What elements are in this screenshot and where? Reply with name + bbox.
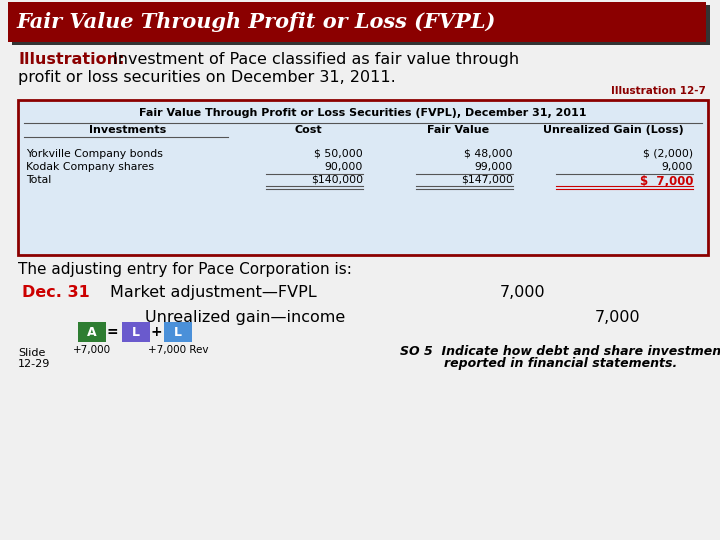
Text: Fair Value Through Profit or Loss (FVPL): Fair Value Through Profit or Loss (FVPL)	[16, 12, 495, 32]
Text: Cost: Cost	[294, 125, 322, 135]
Text: 99,000: 99,000	[474, 162, 513, 172]
Text: +: +	[150, 325, 162, 339]
Text: profit or loss securities on December 31, 2011.: profit or loss securities on December 31…	[18, 70, 396, 85]
Text: Investments: Investments	[89, 125, 166, 135]
Text: Yorkville Company bonds: Yorkville Company bonds	[26, 149, 163, 159]
Text: Dec. 31: Dec. 31	[22, 285, 90, 300]
Text: Fair Value: Fair Value	[427, 125, 489, 135]
Text: =: =	[106, 325, 118, 339]
Text: SO 5  Indicate how debt and share investments are: SO 5 Indicate how debt and share investm…	[400, 345, 720, 358]
Text: Market adjustment—FVPL: Market adjustment—FVPL	[110, 285, 317, 300]
Bar	[164, 322, 192, 342]
Text: reported in financial statements.: reported in financial statements.	[444, 357, 678, 370]
Text: Total: Total	[26, 175, 51, 185]
Text: The adjusting entry for Pace Corporation is:: The adjusting entry for Pace Corporation…	[18, 262, 352, 277]
Text: 7,000: 7,000	[500, 285, 546, 300]
Text: $140,000: $140,000	[311, 175, 363, 185]
Bar	[78, 322, 106, 342]
Text: 7,000: 7,000	[595, 310, 640, 325]
Text: Unrealized Gain (Loss): Unrealized Gain (Loss)	[543, 125, 683, 135]
Text: $ (2,000): $ (2,000)	[643, 149, 693, 159]
Bar	[122, 322, 150, 342]
Text: L: L	[174, 326, 182, 339]
Text: Slide: Slide	[18, 348, 45, 358]
Text: 90,000: 90,000	[325, 162, 363, 172]
Text: Fair Value Through Profit or Loss Securities (FVPL), December 31, 2011: Fair Value Through Profit or Loss Securi…	[139, 108, 587, 118]
Text: Unrealized gain—income: Unrealized gain—income	[145, 310, 346, 325]
Text: 12-29: 12-29	[18, 359, 50, 369]
Bar	[12, 5, 710, 45]
Text: A: A	[87, 326, 96, 339]
Bar	[8, 2, 706, 42]
Text: $147,000: $147,000	[461, 175, 513, 185]
Text: L: L	[132, 326, 140, 339]
Text: Kodak Company shares: Kodak Company shares	[26, 162, 154, 172]
Text: 9,000: 9,000	[662, 162, 693, 172]
Text: Investment of Pace classified as fair value through: Investment of Pace classified as fair va…	[113, 52, 519, 67]
Text: Illustration:: Illustration:	[18, 52, 125, 67]
Text: $ 48,000: $ 48,000	[464, 149, 513, 159]
Text: +7,000: +7,000	[73, 345, 111, 355]
Text: $ 50,000: $ 50,000	[314, 149, 363, 159]
Text: $  7,000: $ 7,000	[639, 175, 693, 188]
Text: +7,000 Rev: +7,000 Rev	[148, 345, 208, 355]
Bar	[18, 100, 708, 255]
Text: Illustration 12-7: Illustration 12-7	[611, 86, 706, 96]
